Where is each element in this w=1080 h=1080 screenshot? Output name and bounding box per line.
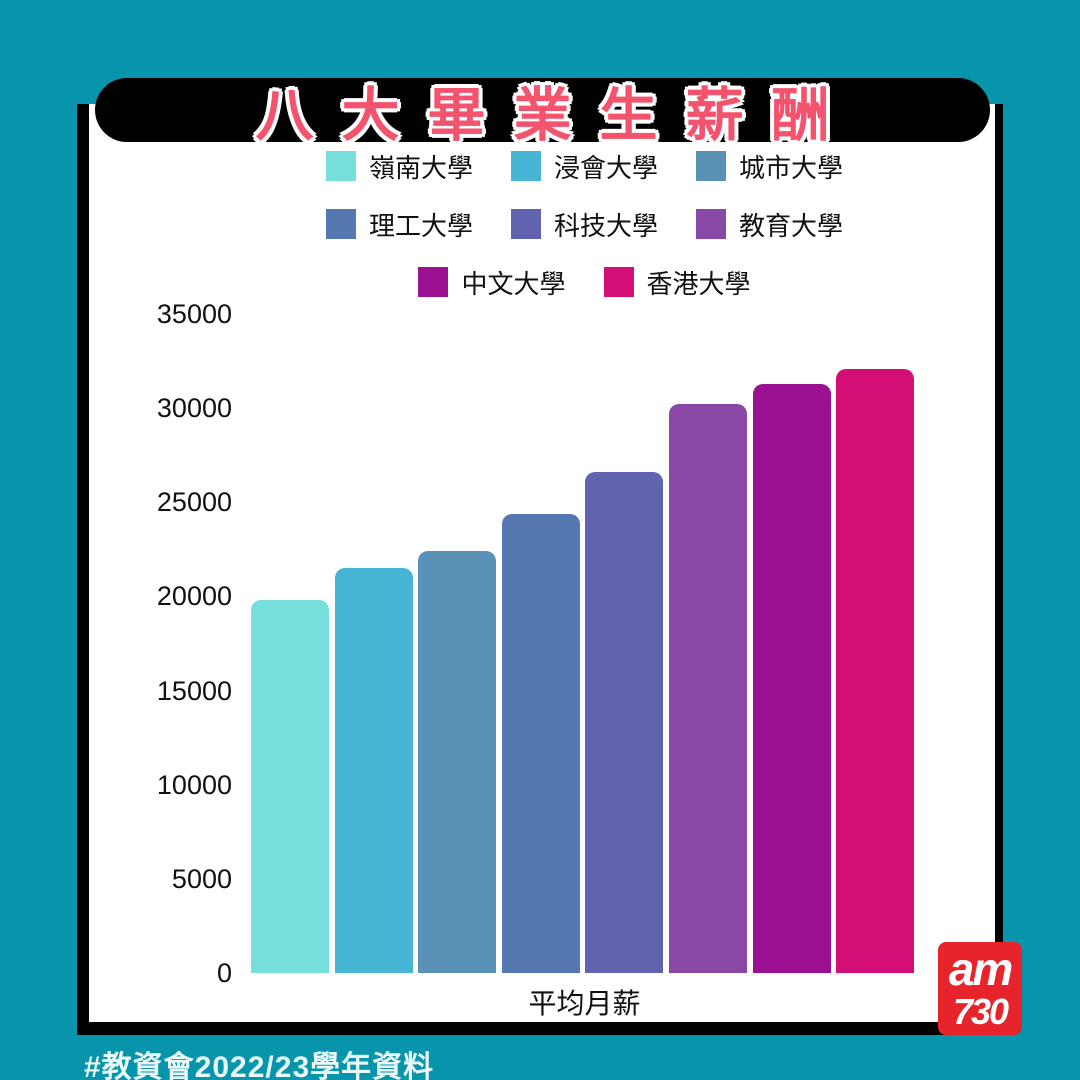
logo-am-text: am [948, 942, 1014, 995]
legend-swatch-icon [418, 267, 449, 297]
legend-item: 城市大學 [696, 150, 844, 183]
y-axis-tick-label: 25000 [156, 487, 232, 518]
legend-swatch-icon [510, 209, 541, 239]
legend-item: 教育大學 [696, 208, 844, 241]
y-axis-tick-label: 15000 [156, 675, 232, 706]
legend-row: 理工大學 科技大學 教育大學 [247, 208, 922, 241]
y-axis-tick-label: 0 [216, 958, 232, 988]
legend-item: 科技大學 [510, 208, 658, 241]
legend-swatch-icon [603, 267, 634, 297]
legend-label: 理工大學 [368, 210, 473, 241]
legend-row: 中文大學 香港大學 [247, 266, 922, 299]
legend-label: 中文大學 [461, 268, 566, 299]
legend-label: 城市大學 [739, 152, 844, 183]
y-axis: 35000 30000 25000 20000 15000 10000 5000 0 [90, 0, 232, 1080]
legend-swatch-icon [325, 151, 356, 181]
legend-swatch-icon [696, 209, 726, 239]
legend-item: 嶺南大學 [325, 150, 473, 183]
bar-香港大學 [836, 368, 915, 973]
legend-label: 香港大學 [646, 268, 751, 299]
legend-label: 科技大學 [553, 210, 658, 241]
legend-item: 浸會大學 [510, 150, 658, 183]
bar-科技大學 [585, 472, 664, 973]
bar-浸會大學 [334, 568, 413, 973]
logo-730-text: 730 [952, 990, 1009, 1032]
legend-item: 理工大學 [325, 208, 473, 241]
y-axis-tick-label: 10000 [156, 769, 232, 800]
bar-城市大學 [418, 551, 497, 973]
bar-教育大學 [669, 404, 747, 973]
page-title: 八大畢業生薪酬 [255, 83, 858, 148]
chart-legend: 嶺南大學 浸會大學 城市大學理工大學 科技大學 教育大學中文大學 香港大學 [247, 150, 922, 324]
bar-嶺南大學 [251, 600, 329, 973]
legend-swatch-icon [696, 151, 726, 181]
title-bar: 八大畢業生薪酬 [95, 78, 990, 148]
bar-chart [247, 314, 922, 973]
bar-中文大學 [752, 383, 831, 973]
legend-row: 嶺南大學 浸會大學 城市大學 [247, 150, 922, 183]
y-axis-tick-label: 20000 [156, 581, 232, 612]
legend-label: 教育大學 [739, 210, 844, 241]
source-hashtag: #教資會2022/23學年資料 [84, 1051, 435, 1080]
legend-label: 嶺南大學 [368, 152, 473, 183]
y-axis-tick-label: 35000 [156, 299, 232, 329]
y-axis-tick-label: 5000 [171, 863, 232, 894]
bar-理工大學 [501, 513, 580, 973]
x-axis-label: 平均月薪 [528, 988, 641, 1019]
legend-item: 中文大學 [418, 266, 566, 299]
legend-swatch-icon [510, 151, 541, 181]
y-axis-tick-label: 30000 [156, 393, 232, 424]
legend-item: 香港大學 [603, 266, 751, 299]
legend-swatch-icon [325, 209, 356, 239]
legend-label: 浸會大學 [553, 152, 658, 183]
am730-logo: am 730 [938, 942, 1022, 1035]
